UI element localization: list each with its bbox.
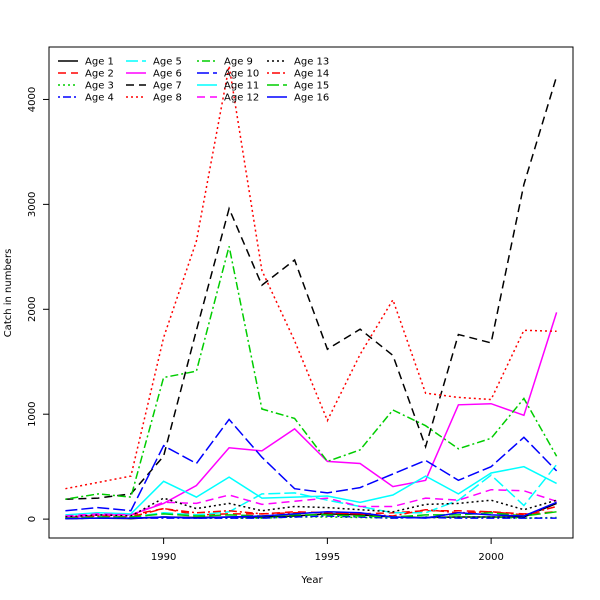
y-axis-label: Catch in numbers (3, 249, 14, 338)
legend-label-13: Age 13 (294, 57, 329, 68)
legend-label-7: Age 7 (153, 81, 182, 92)
x-axis-label: Year (300, 575, 323, 586)
series-line-8 (65, 65, 557, 490)
series-line-7 (65, 76, 558, 500)
y-tick-label-1: 1000 (27, 401, 38, 426)
legend-label-6: Age 6 (153, 69, 182, 80)
legend-label-3: Age 3 (85, 81, 114, 92)
legend-label-10: Age 10 (224, 69, 259, 80)
x-tick-label-1: 1995 (315, 552, 340, 563)
legend-label-1: Age 1 (85, 57, 114, 68)
x-tick-label-0: 1990 (151, 552, 176, 563)
legend-label-8: Age 8 (153, 93, 182, 104)
y-tick-label-0: 0 (27, 516, 38, 522)
series-line-12 (65, 488, 557, 517)
legend-label-14: Age 14 (294, 69, 329, 80)
legend-label-12: Age 12 (224, 93, 259, 104)
series-line-9 (65, 246, 558, 500)
legend-label-9: Age 9 (224, 57, 253, 68)
x-tick-label-2: 2000 (478, 552, 503, 563)
y-tick-label-2: 2000 (27, 297, 38, 322)
legend-label-4: Age 4 (85, 93, 114, 104)
legend-label-5: Age 5 (153, 57, 182, 68)
y-axis: 0 1000 2000 3000 4000 (27, 87, 49, 522)
x-axis: 1990 1995 2000 (151, 538, 504, 563)
legend-label-2: Age 2 (85, 69, 114, 80)
series-layer (65, 65, 558, 520)
series-line-11 (65, 465, 557, 516)
series-line-16 (65, 501, 557, 520)
legend-label-16: Age 16 (294, 93, 329, 104)
legend-label-11: Age 11 (224, 81, 259, 92)
series-line-6 (65, 312, 558, 518)
y-tick-label-4: 4000 (27, 87, 38, 112)
y-tick-label-3: 3000 (27, 192, 38, 217)
plot-frame (48, 46, 574, 539)
series-line-10 (65, 418, 558, 512)
legend-label-15: Age 15 (294, 81, 329, 92)
